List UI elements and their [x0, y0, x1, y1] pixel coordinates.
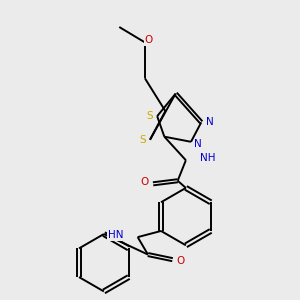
Text: NH: NH: [200, 153, 216, 163]
Text: N: N: [194, 139, 202, 149]
Text: HN: HN: [108, 230, 123, 240]
Text: S: S: [140, 135, 146, 145]
Text: O: O: [177, 256, 185, 266]
Text: S: S: [147, 111, 153, 121]
Text: O: O: [145, 35, 153, 45]
Text: O: O: [141, 177, 149, 187]
Text: N: N: [206, 117, 213, 127]
